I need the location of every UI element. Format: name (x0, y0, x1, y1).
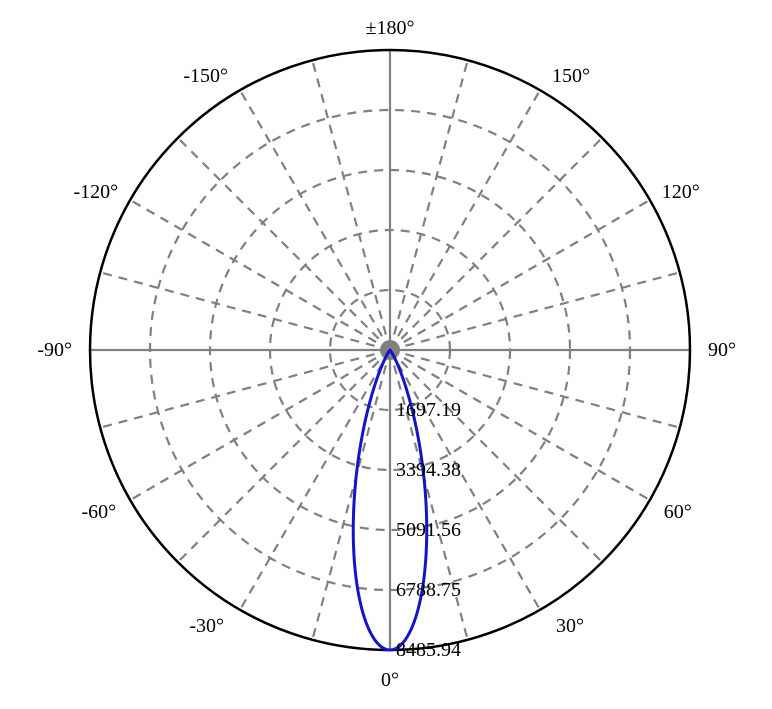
radial-label: 6788.75 (396, 579, 461, 601)
radial-label: 8485.94 (396, 639, 461, 661)
radial-label: 5091.56 (396, 519, 461, 541)
angle-label: -120° (74, 181, 119, 203)
angle-label: -90° (37, 339, 72, 361)
radial-label: 3394.38 (396, 459, 461, 481)
angle-label: 120° (662, 181, 700, 203)
polar-chart: 0° 30° 60° 90° 120° 150° ±180° -150° -120° -90° -6… (0, 0, 772, 709)
angle-label: -60° (82, 501, 117, 523)
angle-label: 60° (664, 501, 692, 523)
angle-label: 30° (556, 615, 584, 637)
angle-label: 90° (708, 339, 736, 361)
angle-label: 0° (381, 669, 399, 691)
radial-label: 1697.19 (396, 399, 461, 421)
angle-label: ±180° (366, 17, 415, 39)
angle-label: -30° (189, 615, 224, 637)
angle-label: 150° (552, 65, 590, 87)
angle-label: -150° (183, 65, 228, 87)
